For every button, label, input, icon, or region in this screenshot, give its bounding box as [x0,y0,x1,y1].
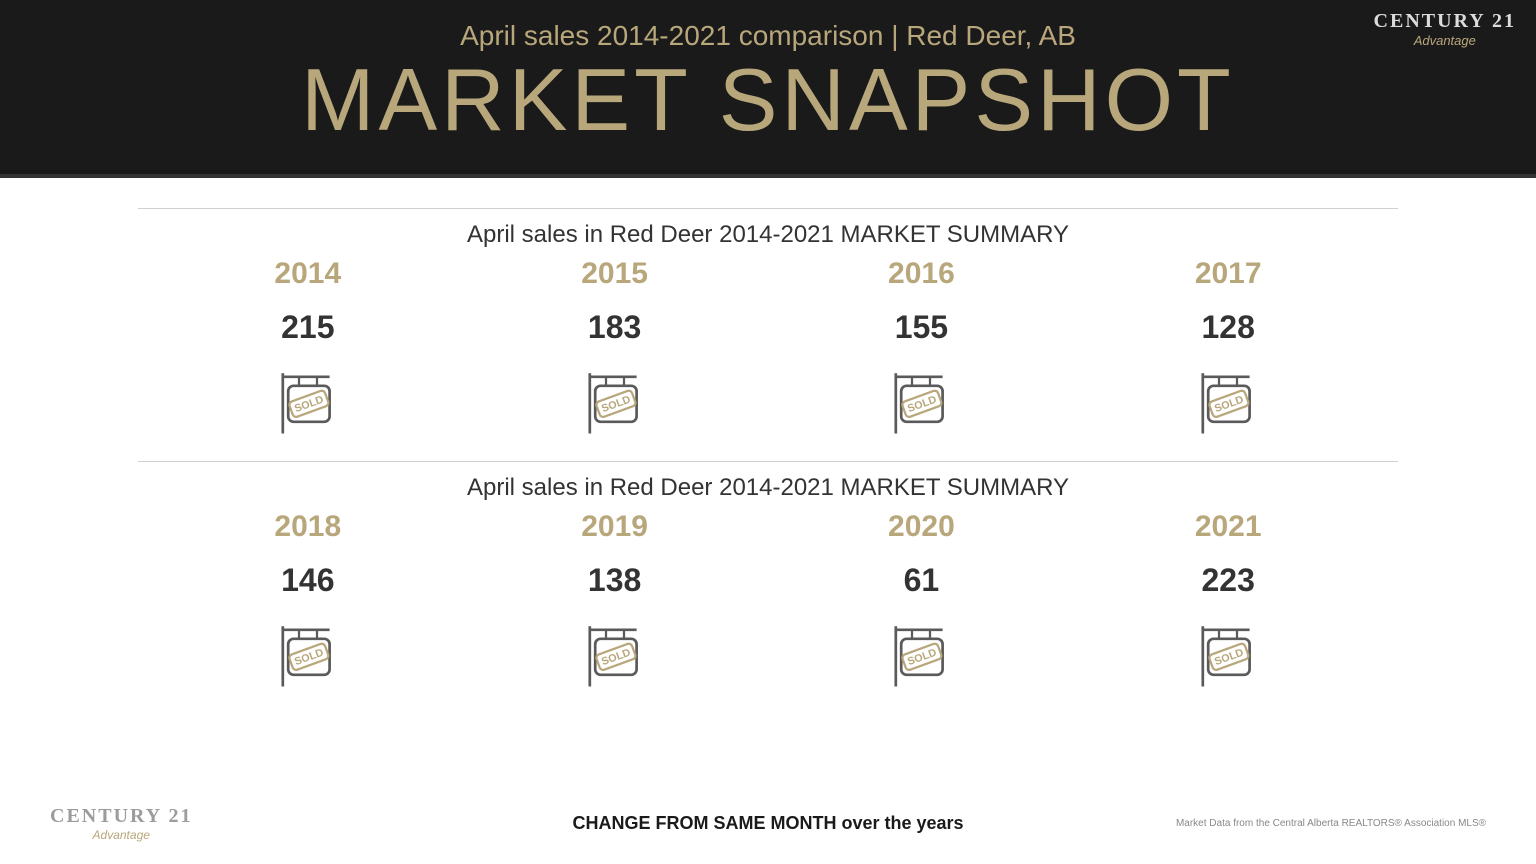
year-label: 2017 [1098,257,1358,291]
year-label: 2016 [792,257,1052,291]
footer-brand-sub: Advantage [50,828,192,842]
brand-sub-text: Advantage [1374,33,1516,48]
section-title-1: April sales in Red Deer 2014-2021 MARKET… [138,209,1398,257]
sold-sign-icon [272,366,344,443]
data-row-1: 2014 215 2015 183 2016 155 2017 128 [138,257,1398,461]
value-label: 215 [178,309,438,346]
header-title: MARKET SNAPSHOT [0,52,1536,149]
data-col: 2021 223 [1098,510,1358,696]
content: April sales in Red Deer 2014-2021 MARKET… [138,208,1398,714]
sold-sign-icon [272,619,344,696]
sold-sign-icon [885,366,957,443]
section-row-2: April sales in Red Deer 2014-2021 MARKET… [138,461,1398,714]
value-label: 128 [1098,309,1358,346]
sold-sign-icon [1192,366,1264,443]
data-col: 2014 215 [178,257,438,443]
data-col: 2020 61 [792,510,1052,696]
header-subtitle: April sales 2014-2021 comparison | Red D… [0,20,1536,52]
header: April sales 2014-2021 comparison | Red D… [0,0,1536,178]
data-row-2: 2018 146 2019 138 2020 61 2021 223 [138,510,1398,714]
data-col: 2017 128 [1098,257,1358,443]
value-label: 138 [485,562,745,599]
footer-brand: CENTURY 21 Advantage [50,805,192,842]
year-label: 2018 [178,510,438,544]
sold-sign-icon [885,619,957,696]
year-label: 2019 [485,510,745,544]
year-label: 2015 [485,257,745,291]
section-title-2: April sales in Red Deer 2014-2021 MARKET… [138,462,1398,510]
brand-main-text: CENTURY 21 [1374,10,1516,33]
sold-sign-icon [579,366,651,443]
footer-brand-main: CENTURY 21 [50,805,192,828]
footer-attribution: Market Data from the Central Alberta REA… [1176,818,1486,829]
data-col: 2016 155 [792,257,1052,443]
value-label: 155 [792,309,1052,346]
value-label: 146 [178,562,438,599]
value-label: 183 [485,309,745,346]
year-label: 2014 [178,257,438,291]
data-col: 2015 183 [485,257,745,443]
year-label: 2021 [1098,510,1358,544]
footer-center-text: CHANGE FROM SAME MONTH over the years [572,813,963,834]
footer: CENTURY 21 Advantage CHANGE FROM SAME MO… [0,805,1536,842]
value-label: 61 [792,562,1052,599]
sold-sign-icon [1192,619,1264,696]
data-col: 2018 146 [178,510,438,696]
brand-top: CENTURY 21 Advantage [1374,10,1516,48]
section-row-1: April sales in Red Deer 2014-2021 MARKET… [138,208,1398,461]
value-label: 223 [1098,562,1358,599]
data-col: 2019 138 [485,510,745,696]
year-label: 2020 [792,510,1052,544]
sold-sign-icon [579,619,651,696]
